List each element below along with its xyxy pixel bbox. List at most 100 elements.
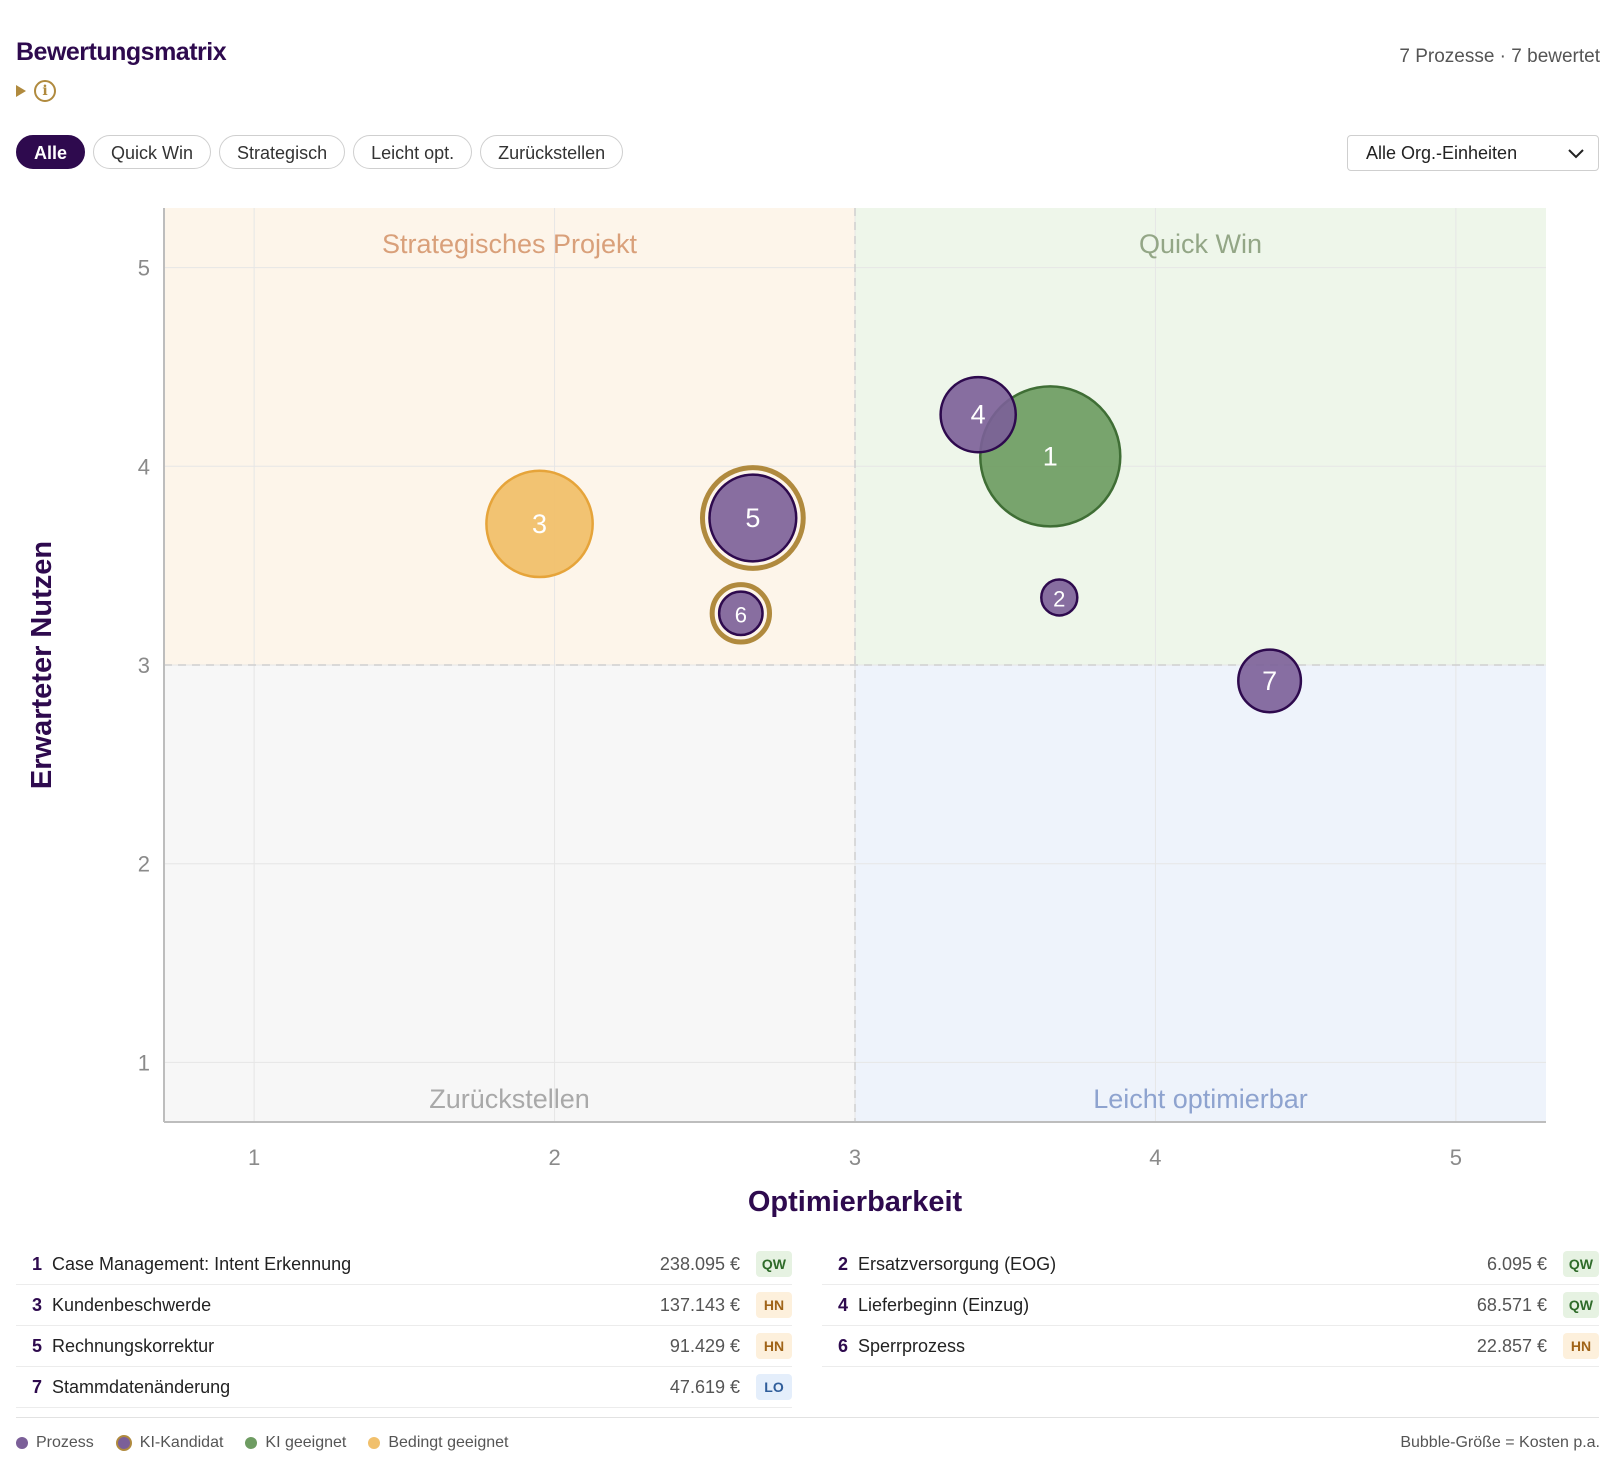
bubble-size-note: Bubble-Größe = Kosten p.a. xyxy=(1400,1434,1600,1451)
quadrant-label-defer: Zurückstellen xyxy=(429,1084,590,1114)
list-item[interactable]: 4 Lieferbeginn (Einzug) 68.571 € QW xyxy=(822,1285,1599,1326)
bubble-circle xyxy=(485,469,594,579)
filter-strategic[interactable]: Strategisch xyxy=(219,135,346,169)
process-name: Sperrprozess xyxy=(858,1335,966,1356)
quadrant-label-quick-win: Quick Win xyxy=(1139,229,1262,259)
bubble-circle xyxy=(717,590,764,637)
list-item[interactable]: 2 Ersatzversorgung (EOG) 6.095 € QW xyxy=(822,1244,1599,1285)
list-item[interactable]: 3 Kundenbeschwerde 137.143 € HN xyxy=(16,1285,792,1326)
list-item[interactable]: 1 Case Management: Intent Erkennung 238.… xyxy=(16,1244,792,1285)
x-tick-label: 5 xyxy=(1450,1145,1462,1170)
process-name: Ersatzversorgung (EOG) xyxy=(858,1253,1057,1274)
category-badge: HN xyxy=(1563,1333,1599,1359)
x-tick-label: 2 xyxy=(548,1145,560,1170)
process-name: Lieferbeginn (Einzug) xyxy=(858,1294,1030,1315)
process-name: Case Management: Intent Erkennung xyxy=(52,1253,352,1274)
quadrant-strategic xyxy=(164,208,855,665)
process-number: 4 xyxy=(838,1294,849,1315)
process-cost: 91.429 € xyxy=(669,1335,740,1356)
x-tick-label: 4 xyxy=(1149,1145,1161,1170)
process-cost: 47.619 € xyxy=(669,1376,740,1397)
filter-all[interactable]: Alle xyxy=(16,135,86,169)
process-number: 2 xyxy=(838,1253,849,1274)
process-number: 6 xyxy=(838,1335,849,1356)
chart-legend: Prozess KI-Kandidat KI geeignet Bedingt … xyxy=(16,1434,508,1452)
list-item[interactable]: 5 Rechnungskorrektur 91.429 € HN xyxy=(16,1326,792,1367)
divider xyxy=(16,1417,1599,1418)
process-cost: 6.095 € xyxy=(1486,1253,1547,1274)
filter-defer[interactable]: Zurückstellen xyxy=(480,135,624,169)
bubble-circle xyxy=(1040,578,1079,617)
info-icon[interactable]: i xyxy=(34,80,56,102)
y-tick-label: 5 xyxy=(138,256,150,281)
green-dot-icon xyxy=(245,1437,258,1449)
orange-dot-icon xyxy=(368,1437,381,1449)
legend-label: Bedingt geeignet xyxy=(388,1434,509,1451)
legend-label: KI-Kandidat xyxy=(139,1434,224,1451)
info-toggle[interactable]: i xyxy=(16,80,56,102)
filter-easy-opt[interactable]: Leicht opt. xyxy=(353,135,473,169)
quadrant-label-easy-opt: Leicht optimierbar xyxy=(1093,1084,1308,1114)
category-badge: LO xyxy=(756,1374,792,1400)
legend-label: KI geeignet xyxy=(265,1434,347,1451)
legend-item-prozess: Prozess xyxy=(16,1434,94,1452)
y-tick-label: 2 xyxy=(138,852,150,877)
legend-label: Prozess xyxy=(36,1434,94,1451)
process-number: 5 xyxy=(32,1335,43,1356)
legend-item-bedingt: Bedingt geeignet xyxy=(368,1434,508,1452)
process-cost: 238.095 € xyxy=(659,1253,740,1274)
process-name: Rechnungskorrektur xyxy=(52,1335,215,1356)
process-number: 3 xyxy=(32,1294,43,1315)
bubble-3: 3 xyxy=(485,469,594,579)
bubble-5: 5 xyxy=(699,465,806,571)
y-tick-label: 3 xyxy=(138,653,150,678)
category-badge: QW xyxy=(755,1251,792,1277)
process-number: 1 xyxy=(32,1253,43,1274)
bubble-2: 2 xyxy=(1040,578,1079,617)
x-axis-title: Optimierbarkeit xyxy=(748,1186,963,1218)
filter-quick-win[interactable]: Quick Win xyxy=(93,135,212,169)
process-summary: 7 Prozesse · 7 bewertet xyxy=(1399,46,1600,67)
purple-dot-icon xyxy=(16,1437,28,1449)
legend-item-ki-kandidat: KI-Kandidat xyxy=(115,1434,224,1452)
bubble-label: 7 xyxy=(1262,666,1277,696)
x-tick-label: 3 xyxy=(849,1145,861,1170)
x-tick-label: 1 xyxy=(248,1145,260,1170)
bubble-circle xyxy=(708,473,798,563)
filter-chips: Alle Quick Win Strategisch Leicht opt. Z… xyxy=(16,135,624,169)
page-title: Bewertungsmatrix xyxy=(16,38,227,66)
y-axis-title: Erwarteter Nutzen xyxy=(26,541,58,789)
ringed-dot-icon xyxy=(115,1435,132,1451)
category-badge: HN xyxy=(756,1333,792,1359)
list-item[interactable]: 7 Stammdatenänderung 47.619 € LO xyxy=(16,1367,792,1408)
bubble-6: 6 xyxy=(709,582,773,645)
ki-candidate-ring xyxy=(699,465,806,571)
bubble-label: 1 xyxy=(1043,441,1058,471)
category-badge: QW xyxy=(1562,1251,1599,1277)
list-item[interactable]: 6 Sperrprozess 22.857 € HN xyxy=(822,1326,1599,1367)
quadrant-defer xyxy=(164,665,855,1122)
y-tick-label: 4 xyxy=(138,454,150,479)
bubble-circle xyxy=(939,375,1017,454)
bubble-label: 3 xyxy=(532,509,547,539)
category-badge: HN xyxy=(756,1292,792,1318)
legend-item-ki-geeignet: KI geeignet xyxy=(245,1434,346,1452)
org-unit-select-value: Alle Org.-Einheiten xyxy=(1366,143,1518,163)
evaluation-matrix-chart: Strategisches Projekt Quick Win Zurückstel… xyxy=(26,208,1546,1218)
bubble-label: 2 xyxy=(1053,586,1065,611)
category-badge: QW xyxy=(1562,1292,1599,1318)
process-name: Kundenbeschwerde xyxy=(52,1294,212,1315)
ki-candidate-ring xyxy=(709,582,773,645)
bubble-label: 4 xyxy=(971,400,986,430)
process-number: 7 xyxy=(32,1376,43,1397)
process-cost: 22.857 € xyxy=(1476,1335,1547,1356)
bubble-7: 7 xyxy=(1237,648,1303,714)
bubble-circle xyxy=(1237,648,1303,714)
bubble-label: 5 xyxy=(745,503,760,533)
org-unit-select[interactable]: Alle Org.-Einheiten xyxy=(1347,135,1599,171)
chevron-down-icon xyxy=(1568,149,1584,159)
process-cost: 68.571 € xyxy=(1476,1294,1547,1315)
process-cost: 137.143 € xyxy=(659,1294,740,1315)
expand-triangle-icon[interactable] xyxy=(16,85,26,97)
bubble-4: 4 xyxy=(939,375,1017,454)
